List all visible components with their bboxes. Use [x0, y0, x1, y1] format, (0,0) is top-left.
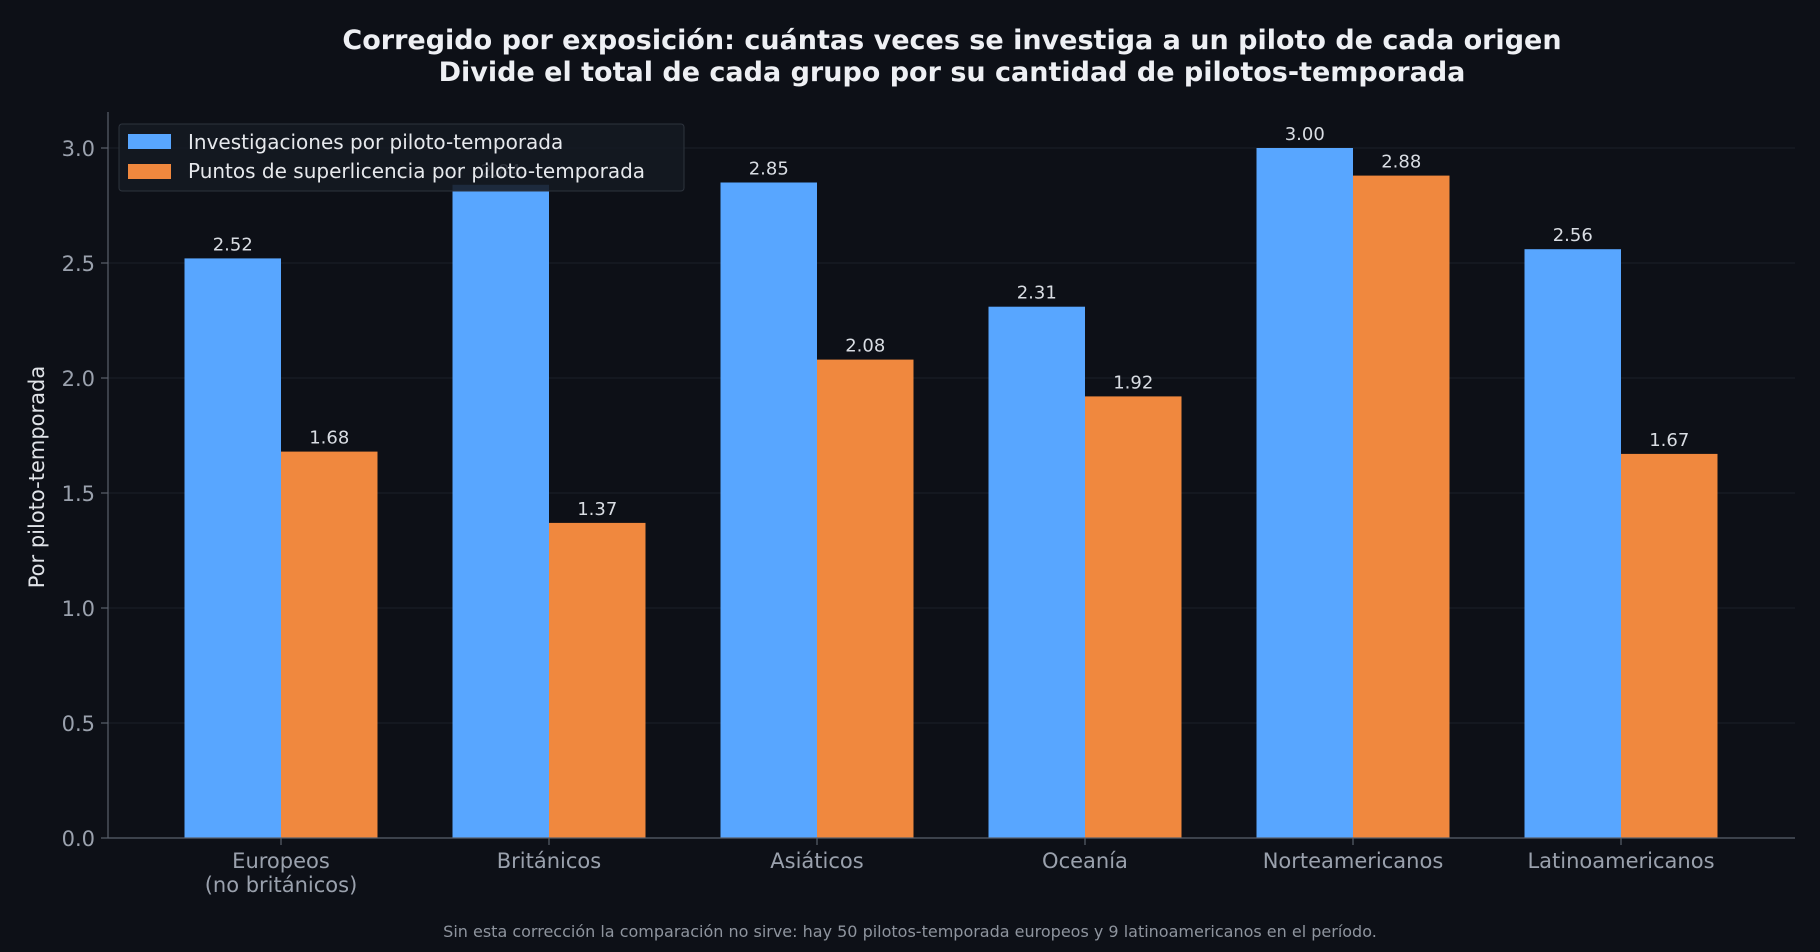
y-tick-label: 2.5	[62, 252, 95, 276]
bar-value-label: 2.56	[1553, 225, 1593, 246]
bar-investigaciones	[184, 258, 281, 838]
legend-label-investigaciones: Investigaciones por piloto-temporada	[188, 130, 563, 154]
bar-value-label: 2.31	[1017, 283, 1057, 304]
y-tick-label: 1.5	[62, 482, 95, 506]
y-ticks: 0.0 0.5 1.0 1.5 2.0 2.5 3.0	[62, 137, 108, 851]
bar-value-label: 1.92	[1113, 372, 1153, 393]
bar-value-label: 2.88	[1381, 152, 1421, 173]
bar-investigaciones	[452, 184, 549, 839]
bar-superlicencia	[281, 451, 378, 838]
legend-label-superlicencia: Puntos de superlicencia por piloto-tempo…	[188, 159, 645, 183]
bar-value-label: 2.85	[749, 159, 789, 180]
axes	[107, 112, 1795, 839]
x-tick-label: Latinoamericanos	[1527, 849, 1714, 873]
bar-investigaciones	[1256, 148, 1353, 838]
bar-value-label: 2.08	[845, 336, 885, 357]
chart-title-line-1: Corregido por exposición: cuántas veces …	[342, 25, 1561, 56]
bar-value-label: 1.68	[309, 428, 349, 449]
y-tick-label: 0.5	[62, 712, 95, 736]
y-tick-label: 3.0	[62, 137, 95, 161]
bar-value-label: 2.52	[213, 234, 253, 255]
x-tick-label: Europeos	[232, 849, 330, 873]
footnote: Sin esta corrección la comparación no si…	[443, 922, 1377, 941]
x-tick-label: Británicos	[497, 849, 601, 873]
bar-superlicencia	[817, 359, 914, 838]
bar-value-label: 3.00	[1285, 124, 1325, 145]
y-tick-label: 1.0	[62, 597, 95, 621]
bar-investigaciones	[1524, 249, 1621, 838]
bar-superlicencia	[549, 522, 646, 838]
legend-box	[118, 123, 685, 192]
legend-swatch-investigaciones	[128, 134, 171, 149]
x-tick-label: Oceanía	[1042, 849, 1128, 873]
legend: Investigaciones por piloto-temporada Pun…	[118, 123, 685, 192]
y-tick-label: 0.0	[62, 827, 95, 851]
x-tick-label: Norteamericanos	[1263, 849, 1444, 873]
y-axis-label: Por piloto-temporada	[25, 366, 49, 588]
x-ticks: Europeos(no británicos) Británicos Asiátic…	[205, 838, 1715, 897]
x-tick-label: Asiáticos	[770, 849, 863, 873]
chart-title-line-2: Divide el total de cada grupo por su can…	[439, 57, 1466, 88]
bar-investigaciones	[988, 306, 1085, 838]
bar-investigaciones	[720, 182, 817, 838]
bar-superlicencia	[1353, 175, 1450, 839]
legend-swatch-superlicencia	[128, 164, 171, 179]
y-tick-label: 2.0	[62, 367, 95, 391]
bar-superlicencia	[1621, 453, 1718, 838]
bar-value-label: 1.37	[577, 499, 617, 520]
bar-superlicencia	[1085, 396, 1182, 838]
x-tick-label: (no británicos)	[205, 873, 358, 897]
bars	[184, 148, 1718, 839]
bar-value-label: 1.67	[1649, 430, 1689, 451]
